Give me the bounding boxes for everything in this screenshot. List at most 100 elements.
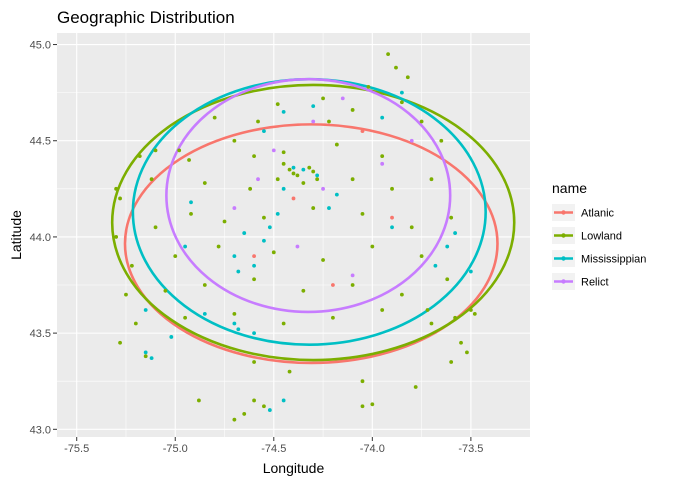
data-point — [321, 96, 325, 101]
data-point — [222, 219, 227, 224]
data-point — [118, 196, 122, 201]
data-point — [465, 350, 469, 355]
data-point — [453, 315, 458, 320]
data-point — [124, 292, 128, 297]
y-tick-label: 45.0 — [30, 40, 51, 52]
data-point — [281, 321, 286, 326]
data-point — [189, 200, 193, 205]
data-point — [409, 225, 414, 230]
data-point — [360, 404, 365, 409]
data-point — [380, 154, 385, 159]
series-points-lowland — [114, 52, 477, 422]
data-point — [386, 52, 390, 57]
data-point — [236, 327, 241, 332]
data-point — [137, 154, 142, 159]
x-tick-label: -75.5 — [64, 443, 89, 455]
legend-item-lowland: Lowland — [552, 227, 622, 244]
data-point — [114, 235, 119, 239]
data-point — [281, 150, 286, 155]
ellipse-layer — [110, 77, 516, 365]
data-point — [232, 311, 237, 316]
data-point — [413, 385, 418, 389]
series-points-relict — [232, 96, 414, 278]
data-point — [295, 173, 300, 178]
data-point — [287, 167, 292, 172]
data-point — [321, 258, 325, 262]
data-point — [248, 186, 253, 191]
data-point — [360, 211, 365, 216]
data-point — [321, 186, 325, 191]
data-point — [232, 417, 237, 422]
data-point — [187, 158, 191, 162]
data-point — [439, 138, 444, 143]
series-points-atlanic — [252, 129, 394, 287]
data-point — [143, 354, 148, 359]
data-point — [202, 181, 207, 185]
axes: -75.5 -75.0 -74.5 -74.0 -73.5 43.0 43.5 44.0 44.… — [30, 40, 484, 455]
data-point — [350, 177, 355, 182]
data-point — [252, 277, 256, 282]
data-point — [118, 340, 122, 345]
data-point — [360, 129, 365, 134]
data-point — [232, 321, 237, 326]
data-point — [281, 398, 286, 403]
legend-label: Lowland — [581, 231, 622, 243]
data-point — [315, 177, 320, 182]
x-tick-label: -74.0 — [360, 443, 385, 455]
data-point — [370, 402, 375, 407]
data-point — [262, 215, 266, 220]
data-point — [169, 335, 174, 339]
data-point — [291, 165, 296, 170]
data-point — [399, 292, 404, 297]
data-point — [315, 173, 320, 178]
data-point — [256, 177, 260, 182]
data-point — [425, 308, 430, 312]
x-tick-label: -73.5 — [458, 443, 483, 455]
data-point — [129, 263, 134, 268]
data-point — [340, 96, 345, 101]
data-point — [405, 75, 410, 80]
data-point — [149, 177, 154, 182]
data-point — [291, 171, 296, 176]
data-point — [232, 138, 237, 143]
data-point — [399, 100, 404, 105]
data-point — [334, 142, 339, 147]
x-axis-title: Longitude — [263, 460, 325, 476]
data-point — [327, 119, 331, 124]
data-point — [183, 244, 188, 249]
data-point — [252, 398, 256, 403]
data-point — [390, 215, 394, 220]
data-point — [114, 186, 119, 191]
legend-key-point — [561, 279, 566, 284]
data-point — [468, 308, 473, 312]
data-point — [380, 308, 385, 312]
data-point — [216, 244, 221, 249]
legend-label: Mississippian — [581, 254, 646, 266]
chart-title: Geographic Distribution — [57, 8, 235, 27]
data-point — [301, 288, 306, 293]
data-point — [189, 211, 193, 216]
data-point — [472, 311, 477, 316]
legend-label: Atlanic — [581, 208, 615, 220]
data-point — [419, 119, 424, 124]
data-point — [449, 360, 454, 364]
data-point — [295, 244, 300, 249]
data-point — [350, 273, 355, 278]
data-point — [291, 196, 296, 201]
data-point — [281, 186, 286, 191]
data-point — [262, 404, 266, 409]
data-point — [236, 269, 241, 274]
data-point — [281, 109, 286, 114]
data-point — [350, 108, 355, 112]
point-layer — [114, 52, 477, 422]
plot-panel — [57, 33, 530, 437]
data-point — [232, 254, 237, 259]
data-point — [143, 350, 148, 355]
data-point — [242, 231, 247, 235]
data-point — [262, 238, 266, 243]
data-point — [183, 315, 188, 320]
data-point — [366, 84, 371, 89]
y-tick-label: 43.0 — [30, 424, 51, 436]
data-point — [334, 192, 339, 197]
data-point — [133, 321, 138, 326]
